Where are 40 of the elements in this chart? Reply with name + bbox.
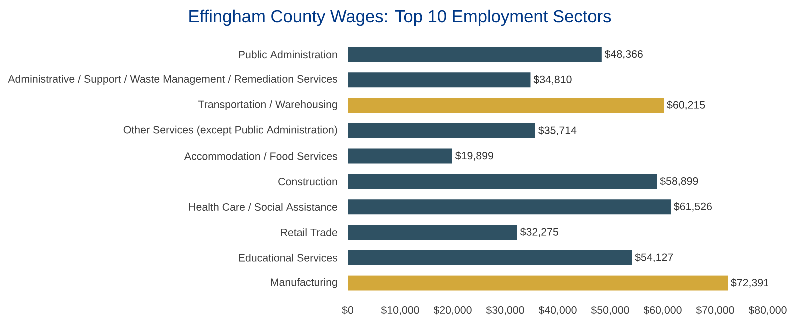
data-label: $48,366 [604,50,643,60]
x-tick-label: $20,000 [434,306,472,316]
y-tick-label: Other Services (except Public Administration) [124,126,338,136]
bar [348,47,602,62]
y-tick-label: Administrative / Support / Waste Management / Remediation Services [8,75,338,86]
data-label: $72,391 [731,278,769,288]
x-tick-label: $70,000 [696,306,734,316]
data-label: $32,275 [520,228,558,238]
y-tick-label: Accommodation / Food Services [184,152,338,160]
x-tick-label: $50,000 [591,306,630,316]
data-label: $61,526 [674,202,712,212]
x-tick-label: $80,000 [748,306,787,316]
y-tick-label: Health Care / Social Assistance [189,203,338,212]
y-tick-label: Construction [278,178,338,186]
data-label: $34,810 [534,75,572,85]
chart-title: Effingham County Wages: Top 10 Employment Sectors [190,10,612,26]
y-tick-label: Public Administration [239,50,338,59]
bar [348,276,728,291]
bar [348,174,658,190]
data-label: $19,899 [456,152,494,161]
bar [348,72,531,88]
x-tick-label: $60,000 [644,306,682,316]
bar [348,224,518,240]
y-tick-label: Educational Services [239,254,338,262]
bar [348,148,452,164]
data-label: $60,215 [667,100,706,110]
y-tick-label: Transportation / Warehousing [198,100,338,110]
bar [348,98,664,113]
x-tick-label: $0 [342,306,354,315]
bar [348,250,632,266]
data-label: $58,899 [660,177,698,186]
data-label: $54,127 [635,253,674,263]
bar [348,123,536,138]
x-tick-label: $40,000 [538,306,577,316]
x-tick-label: $30,000 [486,306,524,316]
x-tick-label: $10,000 [381,306,420,316]
bar [348,200,671,215]
data-label: $35,714 [538,126,577,136]
y-tick-label: Retail Trade [281,228,338,236]
y-tick-label: Manufacturing [271,278,338,288]
